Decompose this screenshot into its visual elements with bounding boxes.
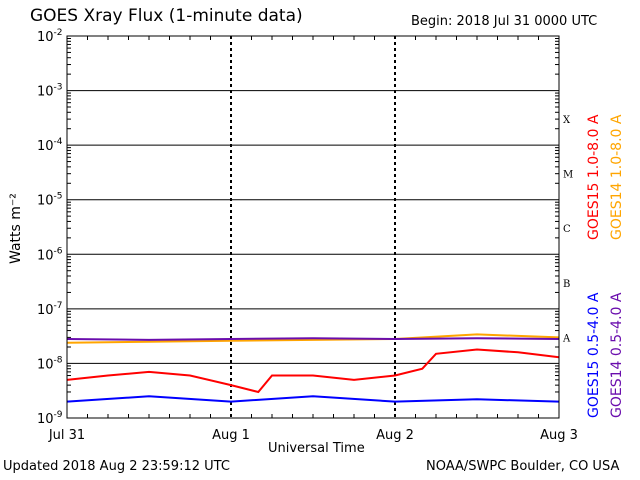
y-tick-label: 10-8: [37, 355, 63, 372]
legend-entry: GOES15 0.5-4.0 A: [586, 292, 602, 418]
series-line: [66, 395, 560, 403]
x-tick-label: Aug 2: [376, 428, 414, 443]
chart-title: GOES Xray Flux (1-minute data): [30, 6, 303, 26]
y-tick-label: 10-6: [37, 246, 63, 263]
plot-frame: [66, 35, 560, 419]
x-tick-label: Aug 3: [540, 428, 578, 443]
series-line: [66, 337, 560, 341]
y-tick-label: 10-2: [37, 28, 63, 45]
y-tick-label: 10-5: [37, 192, 63, 209]
y-tick-label: 10-7: [37, 301, 63, 318]
series-line: [66, 348, 560, 394]
y-tick-label: 10-9: [37, 410, 63, 427]
begin-time: Begin: 2018 Jul 31 0000 UTC: [411, 14, 598, 29]
flare-class-label: M: [563, 170, 573, 181]
x-tick-label: Jul 31: [48, 428, 85, 443]
legend-entry: GOES15 1.0-8.0 A: [586, 114, 602, 240]
flare-class-label: B: [563, 279, 570, 290]
legend-entry: GOES14 0.5-4.0 A: [609, 292, 625, 418]
flare-class-label: A: [562, 333, 571, 344]
flare-class-label: X: [563, 115, 571, 126]
flare-class-label: C: [563, 224, 571, 235]
series-line: [66, 333, 560, 344]
x-axis-label: Universal Time: [268, 441, 365, 456]
x-tick-label: Aug 1: [212, 428, 250, 443]
data-credit: NOAA/SWPC Boulder, CO USA: [426, 459, 620, 474]
y-tick-label: 10-4: [37, 137, 63, 154]
updated-timestamp: Updated 2018 Aug 2 23:59:12 UTC: [3, 459, 230, 474]
legend-entry: GOES14 1.0-8.0 A: [609, 114, 625, 240]
y-tick-label: 10-3: [37, 83, 63, 100]
